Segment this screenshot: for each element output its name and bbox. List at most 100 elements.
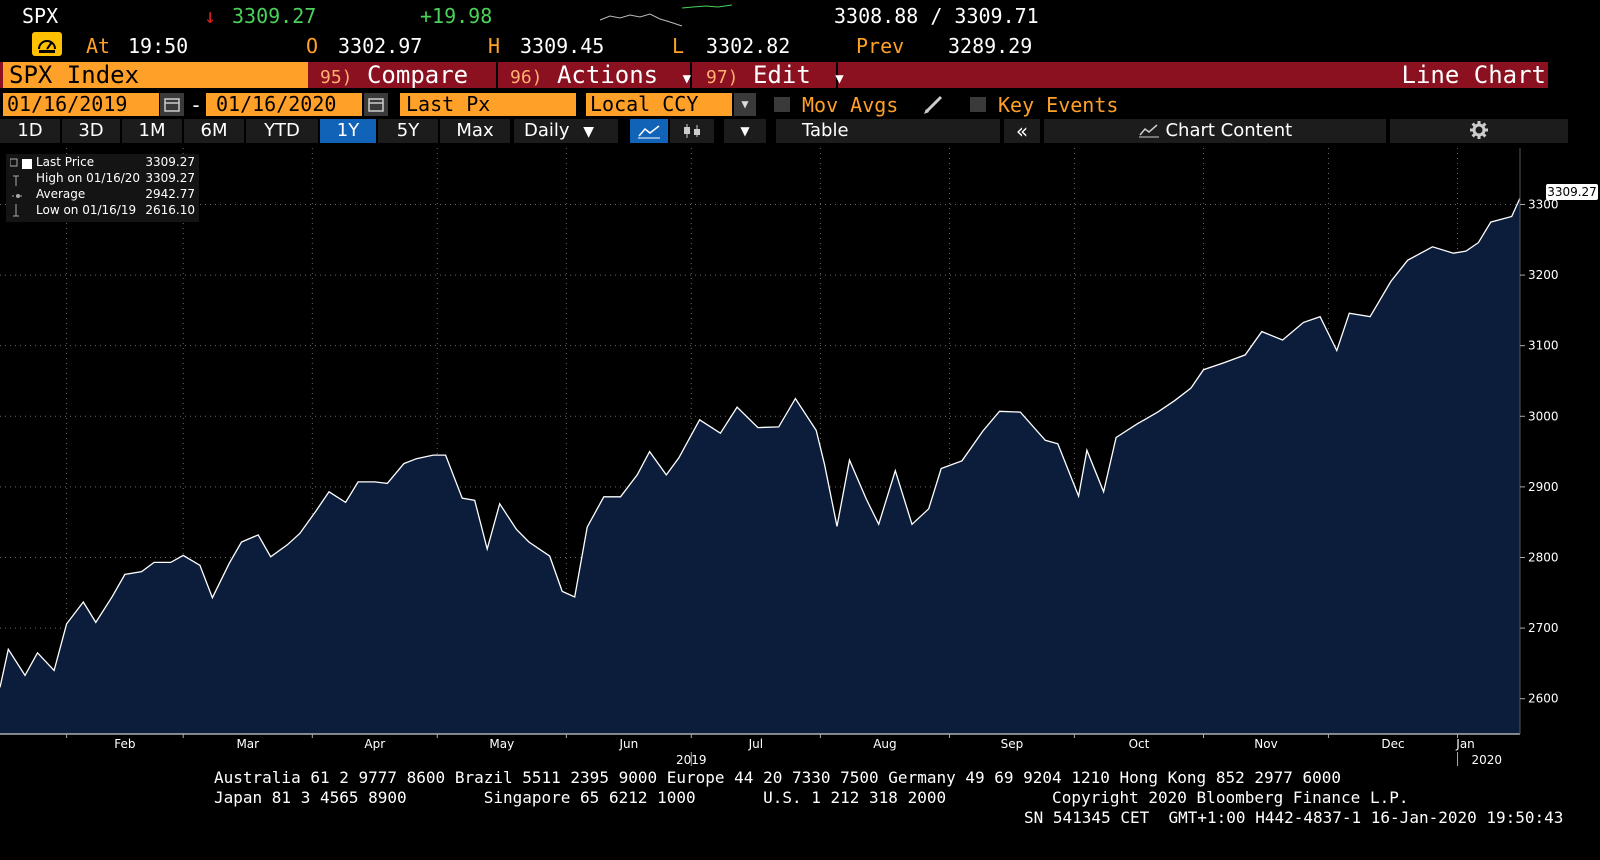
x-tick-label: May [489,737,514,751]
time-label: At [86,34,111,58]
x-tick-label: Oct [1129,737,1150,751]
chart-content-button[interactable]: Chart Content [1044,119,1386,143]
quote-time: 19:50 [128,34,189,58]
pencil-icon[interactable] [922,93,946,116]
y-axis: 2600 2700 2800 2900 3000 3100 3200 3300 [1520,197,1559,706]
x-tick-label: Apr [364,737,385,751]
high-label: H [488,34,501,58]
y-tick-label: 2700 [1528,621,1559,635]
mov-avgs-checkbox[interactable] [774,97,790,112]
open-value: 3302.97 [338,34,423,58]
y-tick-label: 3000 [1528,409,1559,423]
net-change: +19.98 [420,4,493,28]
range-5y[interactable]: 5Y [378,119,438,143]
last-price: 3309.27 [232,4,317,28]
y-tick-label: 3100 [1528,339,1559,353]
key-events-label[interactable]: Key Events [998,93,1119,117]
range-1m[interactable]: 1M [122,119,182,143]
x-tick-label: Sep [1001,737,1024,751]
range-3d[interactable]: 3D [62,119,120,143]
currency-dropdown-icon[interactable]: ▼ [734,93,756,116]
x-tick-label: Nov [1254,737,1277,751]
x-tick-label: Feb [114,737,135,751]
intraday-sparkline [599,4,733,27]
price-line [0,197,1521,688]
edit-number: 97) [706,67,739,88]
bid-ask: 3308.88 / 3309.71 [834,4,1039,28]
y-tick-label: 3300 [1528,197,1559,211]
legend-row-last: Last Price 3309.27 [36,154,201,170]
chart-type-label: Line Chart [1401,61,1547,89]
actions-label: Actions [556,61,659,89]
legend-value: 2616.10 [145,203,195,217]
compare-button[interactable]: 95) Compare [310,62,498,88]
date-separator: - [190,93,203,117]
chart-content-icon [1138,124,1159,138]
chart-style-dropdown-icon[interactable]: ▼ [724,119,766,143]
legend-label: Last Price [36,155,95,169]
security-field[interactable]: SPX Index [3,62,308,88]
candlestick-icon[interactable] [670,119,714,143]
actions-number: 96) [510,67,543,88]
legend-row-low: Low on 01/16/19 2616.10 [36,202,201,218]
range-1y[interactable]: 1Y [320,119,376,143]
chart-content-label: Chart Content [1165,120,1293,141]
down-arrow-icon: ↓ [204,4,217,28]
edit-button[interactable]: 97) Edit ▼ [696,61,844,89]
chart-legend[interactable]: Last Price 3309.27 High on 01/16/20 3309.2… [6,154,199,222]
legend-value: 3309.27 [145,155,195,169]
mov-avgs-label[interactable]: Mov Avgs [802,93,899,117]
open-label: O [306,34,319,58]
edit-dropdown-icon: ▼ [835,71,844,87]
ticker-symbol: SPX [22,4,59,28]
range-6m[interactable]: 6M [184,119,244,143]
legend-row-high: High on 01/16/20 3309.27 [36,170,201,186]
high-value: 3309.45 [520,34,605,58]
y-tick-label: 2600 [1528,692,1559,706]
prev-value: 3289.29 [948,34,1033,58]
legend-label: Average [36,187,86,201]
gauge-icon[interactable] [32,32,62,56]
legend-value: 2942.77 [145,187,195,201]
year-label: 2020 [1472,753,1503,767]
x-tick-label: Jan [1455,737,1475,751]
periodicity-chevron-icon: ▼ [583,124,595,140]
range-ytd[interactable]: YTD [246,119,318,143]
x-tick-label: Mar [236,737,259,751]
x-tick-label: Aug [873,737,896,751]
y-tick-label: 2900 [1528,480,1559,494]
currency-selector[interactable]: Local CCY [586,93,732,116]
range-1d[interactable]: 1D [0,119,60,143]
legend-label: Low on 01/16/19 [36,203,137,217]
x-axis: Feb Mar Apr May Jun Jul Aug Sep Oct Nov Dec Jan 2019… [66,734,1503,767]
actions-button[interactable]: 96) Actions ▼ [500,62,692,88]
range-max[interactable]: Max [440,119,510,143]
settings-gear-icon[interactable] [1390,119,1568,143]
legend-row-average: Average 2942.77 [36,186,201,202]
end-date-field[interactable]: 01/16/2020 [206,93,362,116]
start-calendar-icon[interactable] [160,93,184,116]
compare-number: 95) [320,67,353,88]
table-button[interactable]: Table [776,119,1000,143]
last-value-tag: 3309.27 [1546,184,1598,200]
field-selector[interactable]: Last Px [400,93,576,116]
periodicity-label: Daily [524,120,570,141]
legend-markers [10,158,32,217]
line-chart-icon[interactable] [630,119,668,143]
low-value: 3302.82 [706,34,791,58]
start-date-field[interactable]: 01/16/2019 [3,93,159,116]
low-label: L [672,34,685,58]
y-tick-label: 3200 [1528,268,1559,282]
y-tick-label: 2800 [1528,550,1559,564]
periodicity-dropdown[interactable]: Daily ▼ [514,119,618,143]
key-events-checkbox[interactable] [970,97,986,112]
legend-label: High on 01/16/20 [36,171,141,185]
collapse-chevrons-icon[interactable]: « [1004,119,1040,143]
footer-phones-line2: Japan 81 3 4565 8900 Singapore 65 6212 1… [214,788,1409,807]
footer-phones-line1: Australia 61 2 9777 8600 Brazil 5511 239… [214,768,1342,787]
edit-label: Edit [752,61,811,89]
year-label: 2019 [676,753,707,767]
prev-label: Prev [856,34,905,58]
end-calendar-icon[interactable] [364,93,388,116]
